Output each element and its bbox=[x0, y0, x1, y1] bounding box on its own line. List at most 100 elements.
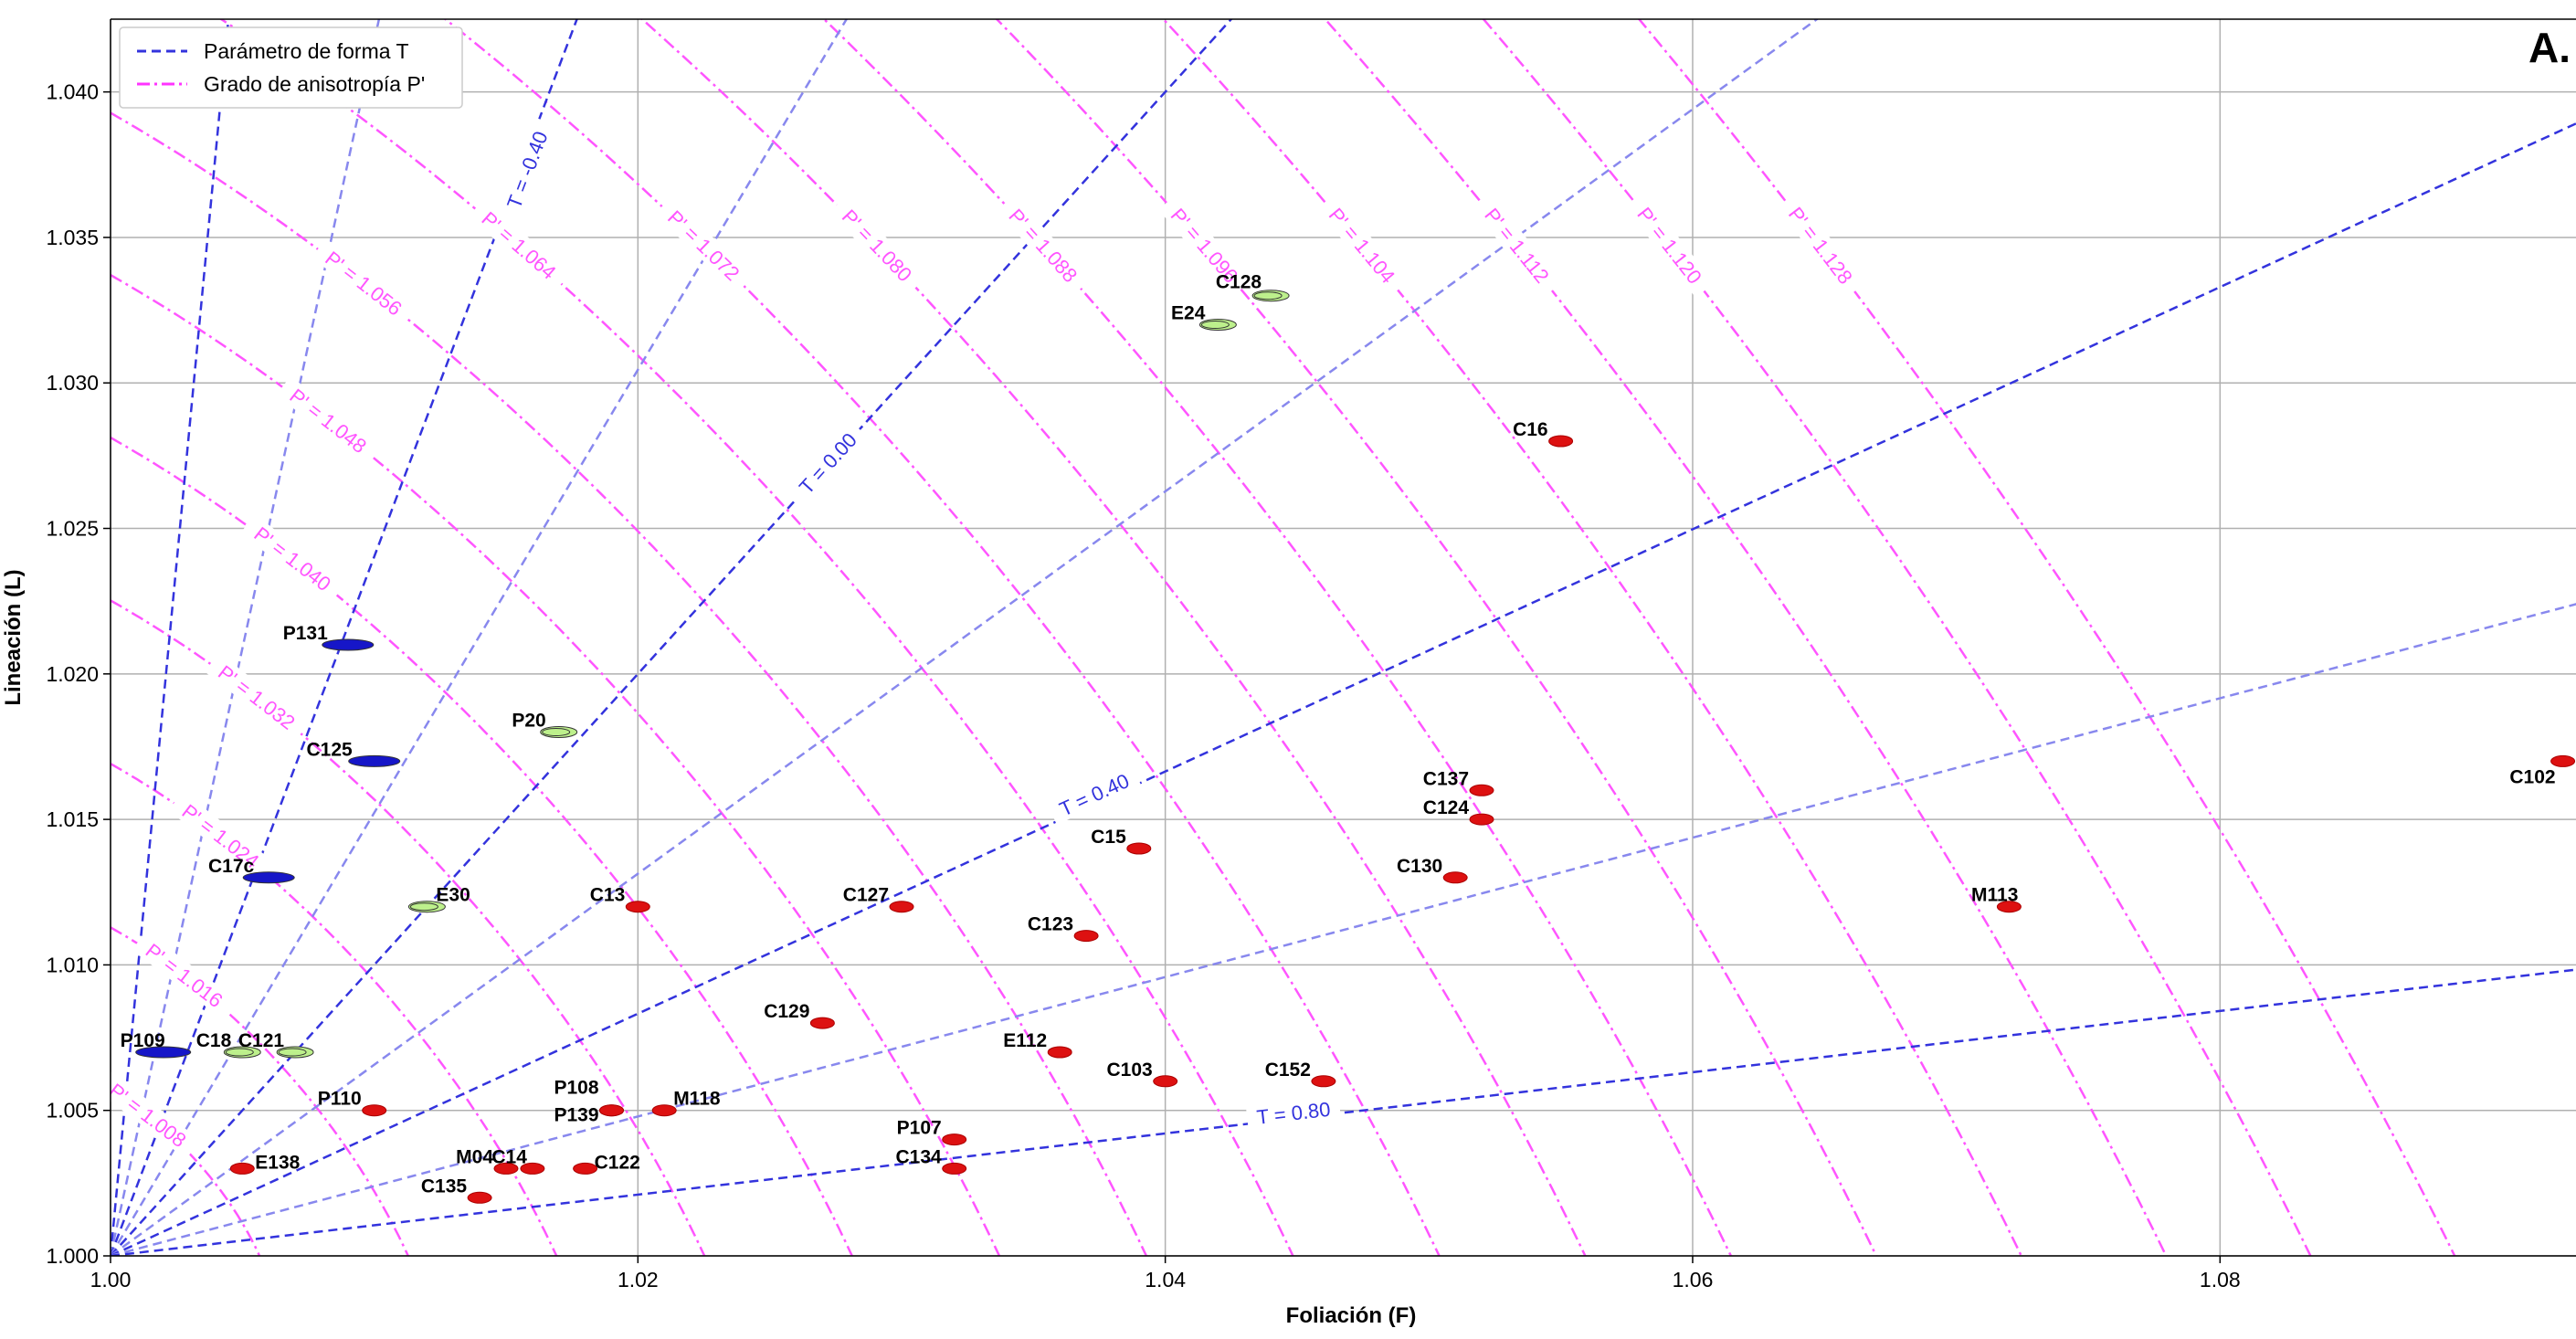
shape-curve-label-bg bbox=[497, 117, 557, 223]
y-tick-label: 1.025 bbox=[46, 517, 99, 541]
sample-label: M04 bbox=[456, 1146, 493, 1167]
sample-point-outline bbox=[278, 1048, 307, 1057]
sample-label: C18 bbox=[196, 1030, 232, 1051]
y-tick-label: 1.010 bbox=[46, 953, 99, 976]
sample-point-outline bbox=[542, 728, 571, 736]
anisotropy-curve bbox=[640, 19, 1587, 1256]
sample-label: E138 bbox=[255, 1152, 300, 1173]
sample-point bbox=[493, 1162, 519, 1175]
sample-point-outline bbox=[225, 1048, 254, 1057]
anisotropy-curve-label-bg bbox=[1625, 193, 1715, 298]
sample-point bbox=[348, 754, 401, 767]
sample-label: P107 bbox=[897, 1118, 942, 1139]
anisotropy-curve-label-bg bbox=[996, 195, 1091, 296]
sample-point bbox=[573, 1162, 598, 1175]
sample-label: C130 bbox=[1397, 856, 1442, 877]
anisotropy-curve-label-bg bbox=[1472, 193, 1563, 298]
x-tick-label: 1.08 bbox=[2200, 1268, 2241, 1292]
sample-point bbox=[407, 901, 446, 913]
shape-curve bbox=[111, 19, 1820, 1256]
y-tick-label: 1.015 bbox=[46, 807, 99, 831]
x-tick-label: 1.02 bbox=[618, 1268, 659, 1292]
y-tick-label: 1.005 bbox=[46, 1099, 99, 1123]
sample-label: C128 bbox=[1216, 272, 1262, 293]
x-tick-label: 1.06 bbox=[1673, 1268, 1714, 1292]
shape-curve bbox=[111, 19, 230, 1256]
anisotropy-curve-label-bg bbox=[168, 791, 274, 880]
sample-label: C14 bbox=[491, 1146, 527, 1167]
sample-point bbox=[1469, 784, 1494, 796]
sample-label: C134 bbox=[895, 1146, 942, 1167]
y-tick-label: 1.020 bbox=[46, 662, 99, 686]
anisotropy-curve-label-bg bbox=[111, 1070, 201, 1159]
sample-label: C152 bbox=[1265, 1060, 1311, 1081]
anisotropy-curve-label-bg bbox=[1158, 194, 1251, 297]
sample-point bbox=[651, 1104, 677, 1117]
sample-label: C121 bbox=[238, 1030, 285, 1051]
sample-labels: P109 C17c P131 C125 C18 C121 E30 P20 E24 C128 E138… bbox=[121, 272, 2556, 1197]
sample-point bbox=[942, 1133, 967, 1146]
shape-curve bbox=[111, 121, 2576, 1256]
panel-label: A. bbox=[2528, 24, 2571, 71]
sample-point bbox=[1311, 1075, 1336, 1088]
sample-label: C15 bbox=[1091, 827, 1126, 848]
y-tick-label: 1.000 bbox=[46, 1244, 99, 1268]
x-axis-label: Foliación (F) bbox=[1286, 1303, 1417, 1328]
sample-label: P139 bbox=[554, 1105, 598, 1126]
sample-label: C135 bbox=[421, 1176, 468, 1197]
anisotropy-curve bbox=[1324, 19, 2168, 1256]
sample-point bbox=[520, 1162, 545, 1175]
y-tick-label: 1.030 bbox=[46, 371, 99, 395]
y-tick-label: 1.040 bbox=[46, 80, 99, 104]
anisotropy-curve-label-bg bbox=[654, 196, 754, 294]
sample-points bbox=[135, 290, 2576, 1204]
sample-point bbox=[362, 1104, 387, 1117]
sample-label: C13 bbox=[590, 885, 626, 906]
anisotropy-curve-label-bg bbox=[240, 514, 345, 604]
sample-point bbox=[1073, 930, 1099, 943]
sample-point bbox=[322, 638, 375, 651]
sample-point-outline bbox=[1253, 291, 1283, 300]
shape-curve-label-bg bbox=[1245, 1095, 1342, 1131]
axes: 1.00 1.02 1.04 1.06 1.08 1.000 1.005 1.010 1.015… bbox=[46, 18, 2576, 1292]
sample-point bbox=[1469, 813, 1494, 826]
y-axis-label: Lineación (L) bbox=[1, 569, 26, 705]
legend-label-p: Grado de anisotropía P' bbox=[204, 72, 425, 96]
sample-point bbox=[889, 901, 914, 913]
anisotropy-curve-label-bg bbox=[132, 931, 238, 1020]
sample-point bbox=[1126, 842, 1152, 855]
sample-label: C124 bbox=[1423, 797, 1470, 818]
sample-label: M118 bbox=[673, 1089, 721, 1110]
sample-point bbox=[1996, 901, 2022, 913]
sample-label: P109 bbox=[121, 1030, 165, 1051]
sample-point bbox=[467, 1191, 492, 1204]
sample-label: P110 bbox=[318, 1089, 362, 1110]
sample-point bbox=[599, 1104, 624, 1117]
sample-label: C103 bbox=[1106, 1060, 1152, 1081]
sample-label: C17c bbox=[208, 856, 255, 877]
anisotropy-curve bbox=[111, 274, 1001, 1256]
sample-point bbox=[2550, 754, 2576, 767]
shape-curve bbox=[111, 19, 1233, 1256]
shape-curve-label-bg bbox=[787, 420, 868, 506]
sample-point bbox=[625, 901, 650, 913]
sample-point bbox=[229, 1162, 255, 1175]
anisotropy-curve-label-bg bbox=[829, 195, 925, 295]
sample-point-outline bbox=[409, 902, 438, 912]
sample-point bbox=[540, 726, 578, 738]
anisotropy-curve-label-bg bbox=[468, 198, 571, 292]
sample-label: P108 bbox=[554, 1078, 598, 1099]
anisotropy-curve-label-bg bbox=[204, 652, 310, 742]
anisotropy-curve-label-bg bbox=[1316, 194, 1409, 297]
sample-point bbox=[135, 1046, 192, 1059]
sample-point bbox=[1548, 435, 1574, 448]
sample-label: C129 bbox=[764, 1001, 809, 1022]
sample-point bbox=[1047, 1046, 1072, 1059]
sample-point bbox=[1153, 1075, 1178, 1088]
sample-label: M113 bbox=[1971, 885, 2018, 906]
legend: Parámetro de forma T Grado de anisotropí… bbox=[119, 26, 463, 109]
shape-curve bbox=[111, 603, 2576, 1256]
y-tick-label: 1.035 bbox=[46, 226, 99, 249]
legend-label-t: Parámetro de forma T bbox=[204, 39, 409, 63]
sample-label: C137 bbox=[1423, 768, 1469, 789]
